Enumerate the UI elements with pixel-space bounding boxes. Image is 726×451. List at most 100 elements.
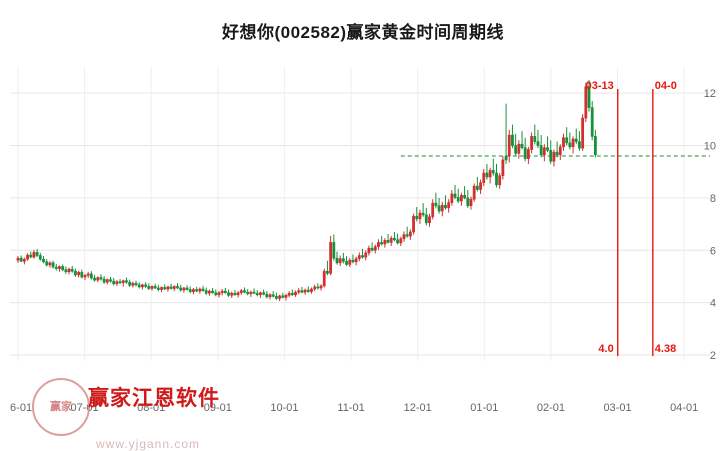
- candle-body: [396, 239, 400, 244]
- candle-body: [447, 202, 451, 209]
- candle-body: [22, 258, 26, 262]
- x-axis-tick: 11-01: [337, 402, 364, 414]
- candle-body: [198, 288, 202, 292]
- candle-body: [546, 147, 549, 151]
- candle-body: [61, 266, 65, 270]
- candle-body: [319, 285, 323, 289]
- candle-body: [552, 151, 556, 162]
- candle-body: [58, 266, 61, 269]
- candle-body: [278, 295, 281, 299]
- candle-body: [217, 292, 221, 296]
- candle-series: [16, 80, 597, 302]
- candle-body: [310, 288, 313, 292]
- candle-body: [166, 286, 170, 290]
- candle-body: [530, 136, 533, 150]
- candle-body: [574, 138, 578, 142]
- candle-body: [70, 268, 74, 272]
- candle-body: [211, 290, 214, 293]
- candle-body: [408, 231, 412, 237]
- y-axis-tick: 10: [704, 141, 716, 153]
- candle-body: [236, 292, 240, 296]
- candle-body: [507, 134, 511, 157]
- candle-body: [373, 246, 377, 251]
- candle-body: [281, 295, 285, 298]
- candle-body: [290, 292, 294, 296]
- watermark-url: www.yjgann.com: [96, 437, 201, 451]
- candle-body: [313, 286, 317, 290]
- x-axis-tick: 04-01: [670, 402, 698, 414]
- candle-body: [584, 86, 588, 119]
- candle-body: [377, 242, 380, 247]
- candle-body: [393, 237, 396, 241]
- candle-body: [128, 281, 132, 286]
- candle-body: [488, 170, 492, 178]
- candle-body: [83, 275, 87, 278]
- candle-body: [137, 284, 141, 288]
- candle-body: [156, 287, 160, 290]
- candle-body: [105, 279, 109, 283]
- y-axis-tick: 6: [710, 245, 716, 257]
- candle-body: [428, 216, 431, 224]
- candle-body: [118, 281, 122, 284]
- candle-body: [64, 269, 68, 273]
- y-axis-tick: 12: [704, 88, 716, 100]
- candle-body: [364, 252, 368, 258]
- watermark-brand: 赢家江恩软件: [88, 387, 220, 410]
- candle-body: [102, 278, 106, 283]
- candle-body: [466, 197, 470, 207]
- candle-body: [160, 287, 163, 290]
- candle-body: [593, 136, 597, 156]
- candle-body: [239, 290, 243, 293]
- candle-body: [424, 214, 428, 224]
- candle-body: [415, 215, 419, 220]
- candle-body: [463, 194, 467, 199]
- candle-body: [77, 271, 81, 276]
- candle-body: [262, 292, 266, 295]
- candle-body: [284, 295, 288, 298]
- candle-body: [517, 143, 521, 154]
- candle-body: [294, 291, 297, 296]
- candle-body: [348, 259, 352, 265]
- candle-body: [243, 290, 246, 293]
- watermark-seal-line1: 赢家: [50, 401, 72, 413]
- candle-body: [163, 287, 167, 290]
- candle-body: [332, 242, 336, 259]
- candle-body: [571, 138, 575, 148]
- candle-body: [16, 257, 20, 261]
- candle-body: [86, 273, 90, 276]
- x-axis-tick: 03-01: [603, 402, 631, 414]
- candle-body: [472, 185, 476, 200]
- candle-body: [357, 255, 361, 259]
- candle-body: [131, 282, 135, 286]
- candle-body: [35, 252, 39, 256]
- candle-body: [520, 143, 524, 148]
- candle-body: [38, 255, 42, 260]
- candle-body: [542, 147, 546, 156]
- candle-body: [19, 257, 23, 262]
- x-axis-tick: 06-01: [10, 402, 32, 414]
- candle-body: [45, 261, 49, 266]
- candle-body: [300, 290, 304, 293]
- candle-body: [246, 291, 250, 295]
- candle-body: [141, 284, 144, 288]
- candle-body: [326, 270, 329, 274]
- candle-body: [361, 255, 364, 258]
- candle-body: [121, 280, 125, 284]
- candle-body: [204, 290, 208, 294]
- candle-body: [351, 259, 355, 263]
- candle-body: [93, 277, 96, 281]
- candle-body: [335, 257, 339, 264]
- candle-body: [402, 234, 406, 240]
- candle-body: [504, 155, 508, 161]
- candle-body: [268, 294, 272, 298]
- candle-body: [297, 290, 301, 293]
- candle-body: [399, 238, 403, 244]
- candle-body: [306, 289, 310, 292]
- candle-body: [214, 292, 218, 296]
- candle-body: [514, 145, 518, 154]
- candle-body: [491, 170, 495, 174]
- candle-body: [405, 234, 409, 237]
- x-axis-tick: 09-01: [204, 402, 232, 414]
- candle-body: [322, 270, 326, 287]
- x-axis-tick: 10-01: [270, 402, 298, 414]
